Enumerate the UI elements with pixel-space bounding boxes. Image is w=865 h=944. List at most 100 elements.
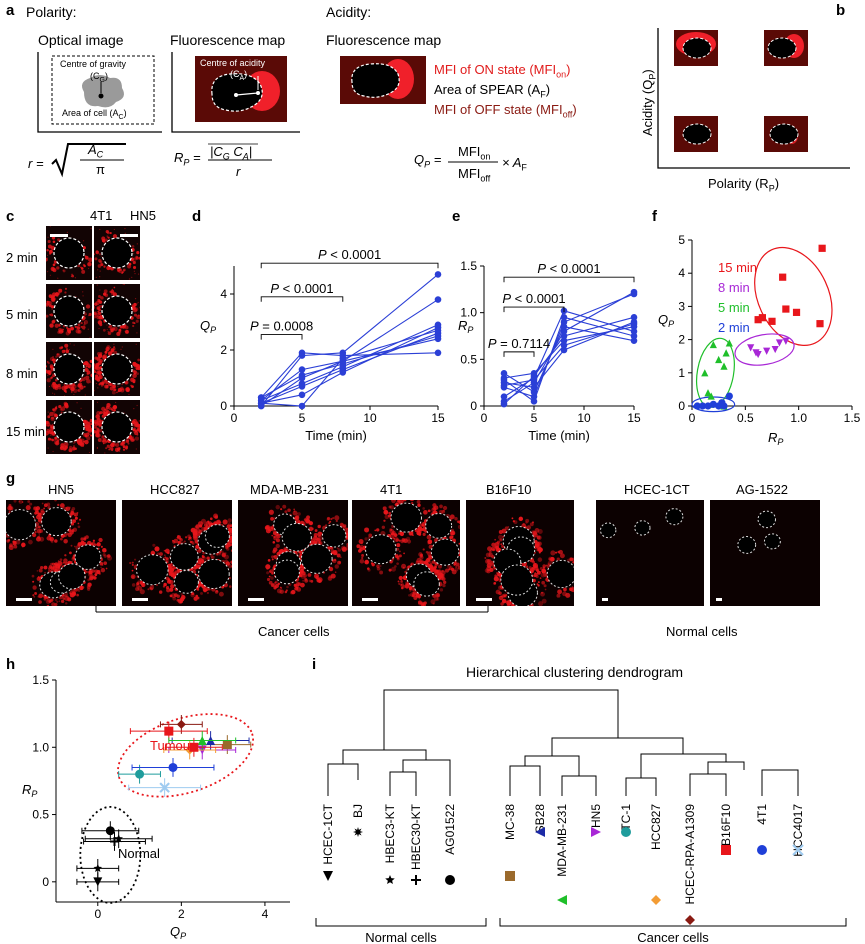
red-dot: [547, 562, 550, 566]
panel-d-series-line: [261, 329, 439, 407]
red-dot: [96, 542, 101, 547]
red-dot: [326, 516, 331, 521]
panel-c-row-15min: 15 min: [6, 424, 46, 439]
red-dot: [345, 527, 348, 531]
red-dot: [34, 592, 38, 595]
dendro-leaf-marker: [591, 827, 601, 837]
red-dot: [89, 433, 91, 436]
panel-e-point: [500, 400, 508, 408]
red-dot: [101, 255, 103, 257]
red-dot: [70, 544, 73, 547]
panel-e-y-tick-label: 0.5: [460, 352, 477, 366]
red-dot: [50, 416, 55, 422]
red-dot: [65, 349, 70, 354]
red-dot: [43, 565, 48, 570]
red-dot: [536, 535, 541, 540]
panel-d-series-line: [260, 324, 439, 401]
red-dot: [123, 284, 126, 286]
red-dot: [420, 560, 425, 565]
red-dot: [286, 585, 289, 589]
panel-f-point: [752, 349, 760, 357]
red-dot: [185, 536, 188, 539]
red-dot: [106, 328, 108, 331]
red-dot: [267, 558, 271, 562]
red-dot: [51, 320, 56, 324]
qp-equation-den: MFIoff: [458, 166, 491, 184]
panel-h-point: [189, 742, 199, 752]
red-dot: [136, 303, 138, 305]
red-dot: [390, 533, 393, 536]
red-dot: [216, 553, 219, 556]
red-dot: [72, 556, 75, 560]
red-dot: [338, 561, 342, 564]
red-dot: [121, 346, 123, 348]
cell-outline: [737, 535, 757, 554]
red-dot: [98, 305, 102, 308]
red-dot: [169, 570, 174, 575]
r-equation-lhs: r =: [28, 156, 44, 171]
red-dot: [272, 549, 276, 554]
cell-outline: [101, 237, 133, 269]
red-dot: [423, 560, 429, 565]
dendro-link: [625, 777, 657, 796]
red-dot: [294, 516, 299, 520]
red-dot: [46, 254, 49, 256]
red-dot: [500, 543, 503, 546]
panel-h-y-tick-label: 0.5: [32, 808, 49, 822]
red-dot: [397, 532, 400, 535]
red-dot: [58, 600, 61, 603]
red-dot: [47, 244, 52, 249]
dendro-link: [707, 761, 745, 774]
cell-outline: [6, 509, 37, 541]
red-dot: [52, 263, 56, 267]
red-dot: [94, 390, 95, 392]
red-dot: [72, 383, 75, 386]
panel-f-legend-entry: 8 min: [718, 280, 750, 295]
red-dot: [136, 433, 139, 436]
panel-f-point: [725, 392, 733, 400]
red-dot: [130, 574, 136, 580]
red-dot: [104, 351, 107, 354]
red-dot: [54, 562, 59, 567]
dendro-leaf-marker: [385, 875, 395, 885]
red-dot: [511, 603, 515, 606]
red-dot: [537, 557, 543, 562]
red-dot: [96, 418, 101, 422]
panel-h-y-tick-label: 0: [42, 875, 49, 889]
red-dot: [94, 305, 96, 310]
red-dot: [95, 374, 99, 378]
red-dot: [498, 591, 502, 596]
red-dot: [139, 589, 145, 595]
red-dot: [400, 500, 403, 501]
red-dot: [141, 582, 146, 588]
panel-e-point: [500, 382, 508, 389]
red-dot: [501, 528, 507, 534]
red-dot: [122, 446, 126, 449]
red-dot: [133, 270, 135, 272]
red-dot: [137, 358, 140, 362]
red-dot: [422, 532, 426, 536]
red-dot: [149, 586, 152, 590]
red-dot: [123, 268, 126, 272]
red-dot: [137, 420, 139, 422]
panel-h-point: [105, 826, 115, 836]
red-dot: [194, 540, 199, 544]
red-dot: [279, 589, 284, 594]
panel-f-legend-entry: 2 min: [718, 320, 750, 335]
red-dot: [138, 419, 140, 422]
red-dot: [334, 515, 340, 521]
red-dot: [408, 531, 414, 536]
red-dot: [137, 432, 139, 434]
red-dot: [49, 562, 54, 566]
red-dot: [436, 597, 440, 601]
red-dot: [84, 570, 87, 573]
red-dot: [432, 503, 437, 508]
red-dot: [359, 558, 365, 564]
red-dot: [124, 232, 126, 234]
panel-h-x-tick-label: 4: [262, 907, 269, 921]
red-dot: [155, 583, 159, 587]
red-dot: [571, 586, 574, 588]
red-dot: [433, 565, 437, 568]
area-of-cell-label: Area of cell (AC): [62, 108, 127, 121]
panel-g-cell-label: MDA-MB-231: [250, 482, 329, 497]
